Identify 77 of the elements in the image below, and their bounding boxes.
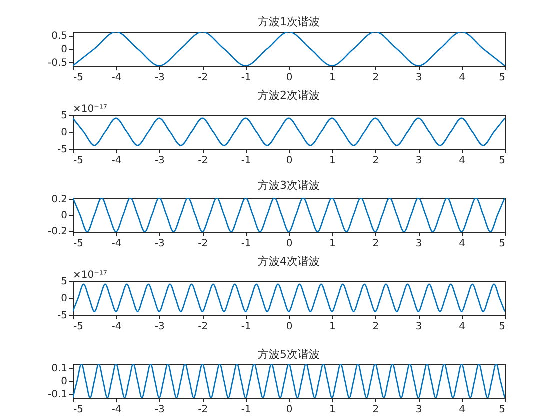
x-tick-label: -5 — [74, 238, 84, 250]
x-tick-label: -5 — [74, 404, 84, 416]
x-tick-label: 4 — [459, 72, 466, 84]
x-tick-label: -2 — [198, 156, 208, 166]
chart-title: 方波5次谐波 — [258, 348, 320, 361]
y-tick-label: 0 — [61, 294, 68, 304]
x-tick-label: 1 — [330, 404, 336, 416]
x-tick-label: 2 — [372, 156, 380, 166]
x-tick-label: -1 — [241, 404, 252, 416]
x-tick-label: 0 — [286, 404, 293, 416]
x-tick-label: 3 — [416, 238, 422, 250]
text: ×10⁻¹⁷ — [73, 104, 108, 115]
x-tick-label: 0 — [286, 322, 293, 332]
x-tick-label: 1 — [330, 156, 336, 166]
x-tick-label: 3 — [416, 72, 422, 84]
x-tick-label: 5 — [499, 238, 506, 250]
x-tick-label: -5 — [74, 156, 84, 166]
x-tick-label: 3 — [416, 404, 422, 416]
y-tick-label: 5 — [61, 276, 68, 288]
x-tick-label: 0 — [286, 238, 293, 250]
y-tick-label: 0.5 — [52, 31, 68, 42]
x-tick-label: -3 — [154, 322, 165, 332]
y-tick-label: 0 — [61, 376, 68, 388]
x-tick-label: -1 — [241, 322, 252, 332]
x-tick-label: -1 — [241, 156, 252, 166]
x-tick-label: 1 — [330, 322, 336, 332]
chart-title: 方波3次谐波 — [258, 178, 320, 192]
x-tick-label: 5 — [499, 322, 506, 332]
x-tick-label: 1 — [330, 72, 336, 84]
x-tick-label: 4 — [459, 156, 466, 166]
y-tick-label: -5 — [58, 144, 68, 156]
x-tick-label: -4 — [112, 72, 122, 84]
x-tick-label: -1 — [241, 72, 252, 84]
x-tick-label: 3 — [416, 156, 422, 166]
y-tick-label: 0 — [61, 44, 68, 56]
x-tick-label: 3 — [416, 322, 422, 332]
y-tick-label: 5 — [61, 110, 68, 122]
x-tick-label: 0 — [286, 72, 293, 84]
x-tick-label: -4 — [112, 322, 122, 332]
x-tick-label: -3 — [154, 238, 165, 250]
x-tick-label: -3 — [154, 72, 165, 84]
y-tick-label: 0.2 — [52, 194, 68, 206]
text: ×10⁻¹⁷ — [73, 270, 108, 281]
x-tick-label: 5 — [499, 72, 506, 84]
y-tick-label: 0 — [61, 128, 68, 138]
x-tick-label: -2 — [198, 322, 208, 332]
x-tick-label: 4 — [459, 322, 466, 332]
x-tick-label: 2 — [372, 238, 380, 250]
y-tick-label: 0.1 — [52, 363, 68, 374]
x-tick-label: -2 — [198, 238, 208, 250]
y-tick-label: -5 — [58, 310, 68, 322]
y-tick-label: -0.2 — [48, 226, 68, 238]
y-tick-label: -0.1 — [48, 390, 68, 401]
y-tick-label: 0 — [61, 210, 68, 222]
x-tick-label: -3 — [154, 156, 165, 166]
y-tick-label: -0.5 — [48, 58, 68, 69]
x-tick-label: -5 — [74, 322, 84, 332]
x-tick-label: 4 — [459, 238, 466, 250]
x-tick-label: 5 — [499, 404, 506, 416]
x-tick-label: 2 — [372, 322, 380, 332]
x-tick-label: 2 — [372, 404, 380, 416]
chart-title: 方波4次谐波 — [258, 255, 320, 268]
chart-title: 方波2次谐波 — [258, 89, 320, 102]
x-tick-label: -4 — [112, 156, 122, 166]
x-tick-label: 5 — [499, 156, 506, 166]
x-tick-label: -4 — [112, 238, 122, 250]
x-tick-label: -2 — [198, 404, 208, 416]
x-tick-label: -4 — [112, 404, 122, 416]
x-tick-label: -5 — [74, 72, 84, 84]
x-tick-label: 1 — [330, 238, 336, 250]
x-tick-label: 0 — [286, 156, 293, 166]
x-tick-label: -3 — [154, 404, 165, 416]
x-tick-label: -2 — [198, 72, 208, 84]
x-tick-label: 4 — [459, 404, 466, 416]
x-tick-label: -1 — [241, 238, 252, 250]
x-tick-label: 2 — [372, 72, 380, 84]
chart-title: 方波1次谐波 — [258, 16, 320, 29]
